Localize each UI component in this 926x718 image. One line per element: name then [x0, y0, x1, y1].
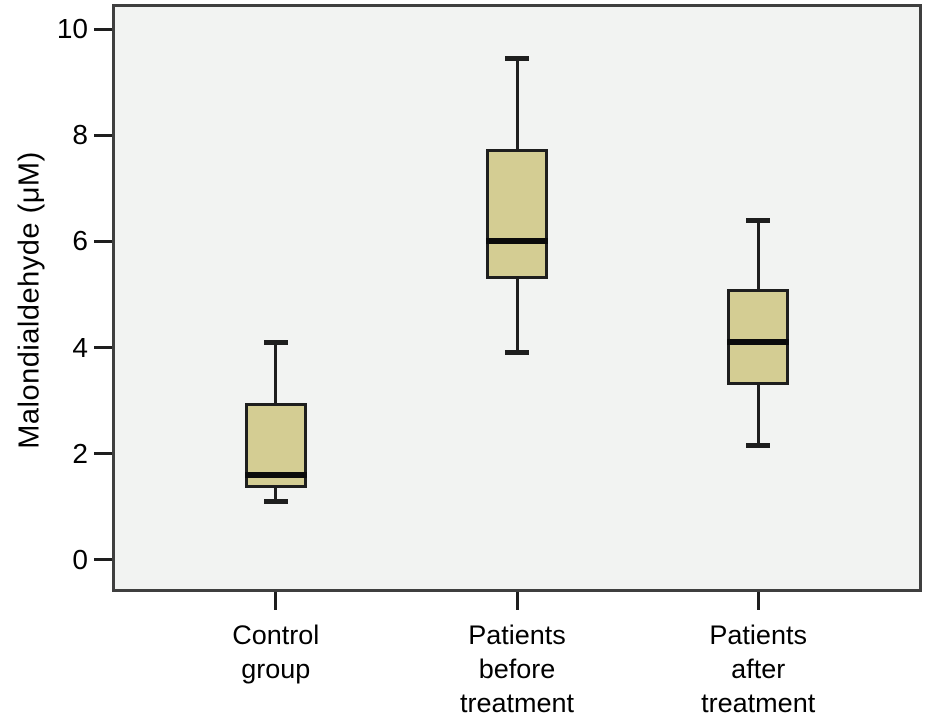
x-axis-category-label: Control group: [166, 618, 386, 686]
x-axis-tick: [515, 592, 519, 610]
y-axis-tick-label: 4: [72, 331, 88, 363]
box-iqr: [727, 289, 790, 385]
plot-frame: [112, 4, 922, 592]
median-line: [244, 471, 307, 478]
x-axis-category-label: Patients after treatment: [648, 618, 868, 718]
x-axis-category-label-line: after: [731, 654, 786, 684]
x-axis-category-label-line: group: [241, 654, 311, 684]
whisker-cap-upper: [746, 217, 771, 223]
x-axis-category-label-line: Patients: [468, 620, 566, 650]
x-axis-category-label-line: treatment: [459, 688, 575, 718]
y-axis-tick: [94, 239, 112, 243]
y-axis-tick-label: 6: [72, 225, 88, 257]
plot-area: [115, 7, 919, 589]
y-axis-tick: [94, 133, 112, 137]
x-axis-category-label-line: treatment: [701, 688, 816, 718]
whisker-cap-lower: [505, 350, 529, 356]
y-axis-tick-label: 8: [72, 119, 88, 151]
median-line: [486, 238, 548, 245]
x-axis-category-label: Patients before treatment: [407, 618, 627, 718]
y-axis-tick: [94, 452, 112, 456]
x-axis-category-label-line: Patients: [709, 620, 807, 650]
y-axis-tick: [94, 27, 112, 31]
x-axis-tick: [756, 592, 760, 610]
whisker-cap-upper: [263, 339, 288, 345]
whisker-cap-lower: [263, 498, 288, 504]
y-axis-tick: [94, 346, 112, 350]
x-axis-tick: [274, 592, 278, 610]
y-axis-title: Malondialdehyde (μM): [13, 151, 46, 449]
x-axis-category-label-line: Control: [232, 620, 320, 650]
median-line: [727, 339, 790, 346]
whisker-cap-lower: [746, 443, 771, 449]
y-axis-tick-label: 0: [72, 543, 88, 575]
box-iqr: [486, 148, 548, 279]
y-axis-tick-label: 2: [72, 437, 88, 469]
y-axis-tick-label: 10: [56, 13, 88, 45]
whisker-cap-upper: [505, 55, 529, 61]
x-axis-category-label-line: before: [478, 654, 556, 684]
y-axis-tick: [94, 558, 112, 562]
